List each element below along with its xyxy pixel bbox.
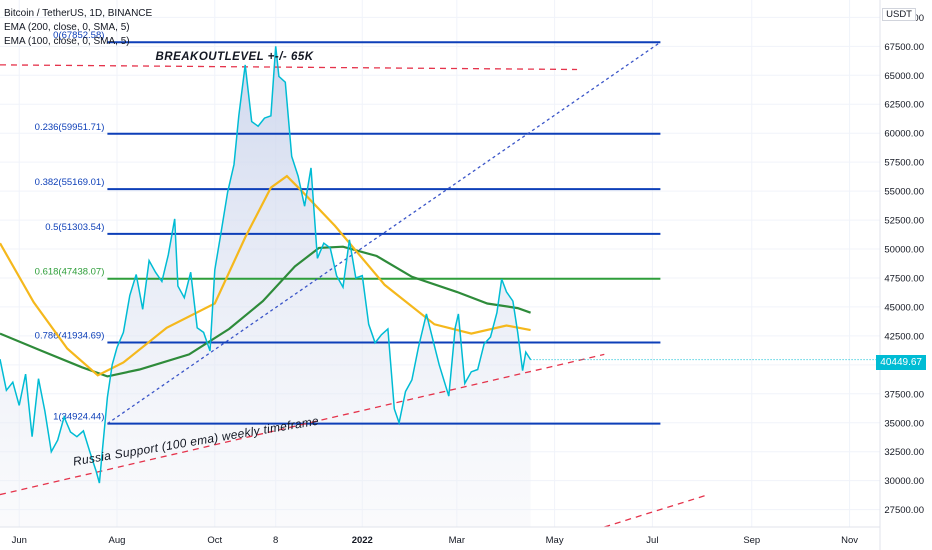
y-tick-label: 27500.00 (884, 505, 924, 516)
x-tick-label: Jul (646, 535, 658, 546)
y-tick-label: 30000.00 (884, 476, 924, 487)
y-tick-label: 55000.00 (884, 187, 924, 198)
x-tick-label: Oct (207, 535, 222, 546)
fib-level-label: 0.236(59951.71) (35, 122, 105, 133)
time-axis: Jun Aug Oct 8 2022 Mar May Jul Sep Nov (12, 535, 859, 546)
breakout-dashed-line[interactable] (0, 64, 578, 71)
y-tick-label: 42500.00 (884, 331, 924, 342)
x-tick-label: Mar (449, 535, 465, 546)
price-axis: 27500.00 30000.00 32500.00 35000.00 37500.00… (884, 13, 924, 516)
y-tick-label: 67500.00 (884, 42, 924, 53)
x-tick-label: 8 (273, 535, 278, 546)
fib-level-label: 0.786(41934.69) (35, 330, 105, 341)
fib-level-label: 0.618(47438.07) (35, 267, 105, 278)
x-tick-label: Jun (12, 535, 27, 546)
trend-dotted-line[interactable] (107, 41, 661, 425)
ema50-line (0, 174, 531, 377)
y-tick-label: 65000.00 (884, 71, 924, 82)
price-line (0, 46, 532, 484)
y-tick-label: 60000.00 (884, 129, 924, 140)
y-tick-label: 37500.00 (884, 389, 924, 400)
fib-retracement: 0(67852.58) 0.236(59951.71) 0.382(55169.01… (35, 30, 661, 425)
x-tick-label: Sep (743, 535, 760, 546)
support-dashed-line-ext[interactable] (604, 493, 709, 528)
fib-level-label: 0(67852.58) (53, 30, 104, 41)
fib-level-label: 0.382(55169.01) (35, 177, 105, 188)
ema200-legend[interactable]: EMA (200, close, 0, SMA, 5) (4, 22, 130, 33)
ema100-legend[interactable]: EMA (100, close, 0, SMA, 5) (4, 36, 130, 47)
x-tick-label: Aug (109, 535, 126, 546)
fib-level-label: 0.5(51303.54) (45, 222, 104, 233)
currency-unit[interactable]: USDT (882, 8, 916, 21)
y-tick-label: 50000.00 (884, 245, 924, 256)
x-tick-label: Nov (841, 535, 858, 546)
y-tick-label: 57500.00 (884, 158, 924, 169)
x-tick-label: May (546, 535, 564, 546)
y-tick-label: 47500.00 (884, 273, 924, 284)
fib-level-label: 1(34924.44) (53, 412, 104, 423)
x-tick-label: 2022 (352, 535, 373, 546)
annotation-breakout[interactable]: BREAKOUTLEVEL +-/- 65K (155, 51, 313, 63)
y-tick-label: 32500.00 (884, 447, 924, 458)
symbol-title: Bitcoin / TetherUS, 1D, BINANCE (4, 8, 153, 19)
ema100-line (0, 245, 531, 378)
y-tick-label: 45000.00 (884, 302, 924, 313)
y-tick-label: 52500.00 (884, 216, 924, 227)
y-tick-label: 62500.00 (884, 100, 924, 111)
y-tick-label: 35000.00 (884, 418, 924, 429)
last-price-tag: 40449.67 (876, 355, 926, 370)
